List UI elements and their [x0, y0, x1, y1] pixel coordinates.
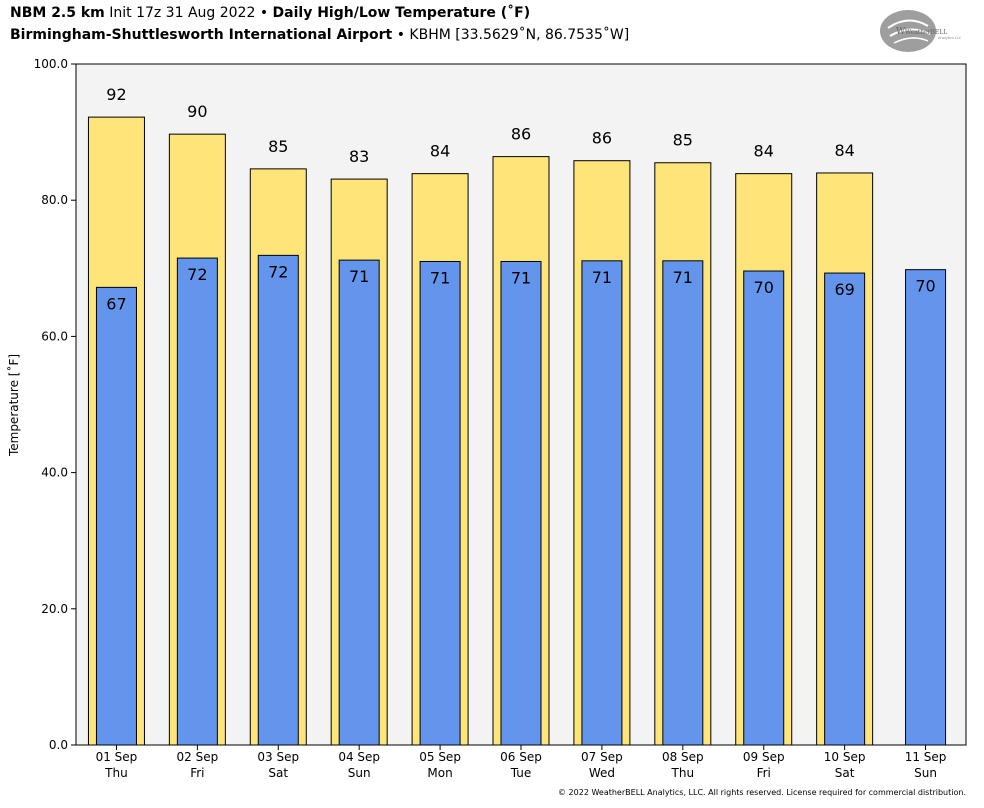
- copyright-notice: © 2022 WeatherBELL Analytics, LLC. All r…: [558, 788, 966, 797]
- product-title: Daily High/Low Temperature (˚F): [272, 5, 531, 21]
- x-date-label: 05 Sep: [419, 750, 461, 764]
- y-tick-label: 40.0: [41, 466, 68, 480]
- low-temp-label: 71: [349, 267, 369, 286]
- x-date-label: 09 Sep: [743, 750, 785, 764]
- x-date-label: 03 Sep: [257, 750, 299, 764]
- x-day-label: Fri: [757, 766, 771, 780]
- svg-text:W: W: [896, 27, 906, 37]
- station-line: Birmingham-Shuttlesworth International A…: [10, 27, 629, 43]
- y-tick-label: 20.0: [41, 602, 68, 616]
- x-date-label: 08 Sep: [662, 750, 704, 764]
- chart-title-line: NBM 2.5 km Init 17z 31 Aug 2022 • Daily …: [10, 5, 530, 21]
- station-name: Birmingham-Shuttlesworth International A…: [10, 27, 393, 43]
- low-temp-label: 71: [673, 268, 693, 287]
- y-tick-label: 100.0: [34, 57, 68, 71]
- x-day-label: Tue: [510, 766, 532, 780]
- low-temp-label: 69: [834, 280, 854, 299]
- low-temp-label: 72: [268, 262, 288, 281]
- weatherbell-logo: W WeatherBELL Analytics LLC: [880, 10, 962, 52]
- svg-text:WeatherBELL: WeatherBELL: [905, 29, 947, 36]
- x-date-label: 01 Sep: [96, 750, 138, 764]
- high-temp-label: 86: [592, 129, 612, 148]
- x-date-label: 02 Sep: [177, 750, 219, 764]
- separator: •: [396, 27, 405, 43]
- model-name: NBM 2.5 km: [10, 5, 105, 21]
- x-date-label: 11 Sep: [905, 750, 947, 764]
- init-time: Init 17z 31 Aug 2022: [109, 5, 256, 21]
- low-temp-label: 71: [592, 268, 612, 287]
- x-day-label: Thu: [104, 766, 128, 780]
- low-temp-label: 67: [106, 294, 126, 313]
- plot-frame: [75, 63, 967, 746]
- high-temp-label: 92: [106, 85, 126, 104]
- high-temp-label: 83: [349, 147, 369, 166]
- x-day-label: Sat: [835, 766, 855, 780]
- low-temp-label: 71: [430, 268, 450, 287]
- low-temp-bar: [581, 260, 623, 746]
- svg-text:Analytics LLC: Analytics LLC: [938, 36, 962, 40]
- low-temp-bar: [95, 286, 137, 746]
- low-temp-bar: [662, 260, 704, 746]
- high-temp-label: 84: [754, 142, 774, 161]
- low-temp-bar: [905, 269, 947, 746]
- y-tick-label: 0.0: [49, 738, 68, 752]
- low-temp-bar: [500, 260, 542, 746]
- x-date-label: 07 Sep: [581, 750, 623, 764]
- x-day-label: Wed: [589, 766, 615, 780]
- high-temp-label: 90: [187, 102, 207, 121]
- station-info: KBHM [33.5629˚N, 86.7535˚W]: [409, 27, 630, 43]
- x-date-label: 06 Sep: [500, 750, 542, 764]
- low-temp-bar: [176, 257, 218, 746]
- low-temp-bar: [743, 270, 785, 746]
- high-temp-label: 85: [673, 131, 693, 150]
- x-day-label: Fri: [190, 766, 204, 780]
- x-day-label: Sun: [914, 766, 937, 780]
- y-tick-label: 60.0: [41, 329, 68, 343]
- low-temp-bar: [824, 272, 866, 746]
- low-temp-label: 71: [511, 268, 531, 287]
- high-temp-label: 85: [268, 137, 288, 156]
- y-tick-label: 80.0: [41, 193, 68, 207]
- low-temp-bar: [338, 259, 380, 746]
- separator: •: [259, 5, 269, 21]
- low-temp-label: 72: [187, 265, 207, 284]
- x-date-label: 10 Sep: [824, 750, 866, 764]
- low-temp-bar: [257, 254, 299, 746]
- low-temp-bar: [419, 260, 461, 746]
- x-date-label: 04 Sep: [338, 750, 380, 764]
- x-day-label: Sat: [268, 766, 288, 780]
- low-temp-label: 70: [754, 278, 774, 297]
- high-temp-label: 86: [511, 125, 531, 144]
- high-temp-label: 84: [430, 142, 450, 161]
- low-temp-label: 70: [915, 277, 935, 296]
- x-day-label: Mon: [427, 766, 452, 780]
- high-temp-label: 84: [834, 141, 854, 160]
- x-day-label: Thu: [671, 766, 695, 780]
- x-day-label: Sun: [348, 766, 371, 780]
- y-axis-label: Temperature [˚F]: [6, 354, 21, 457]
